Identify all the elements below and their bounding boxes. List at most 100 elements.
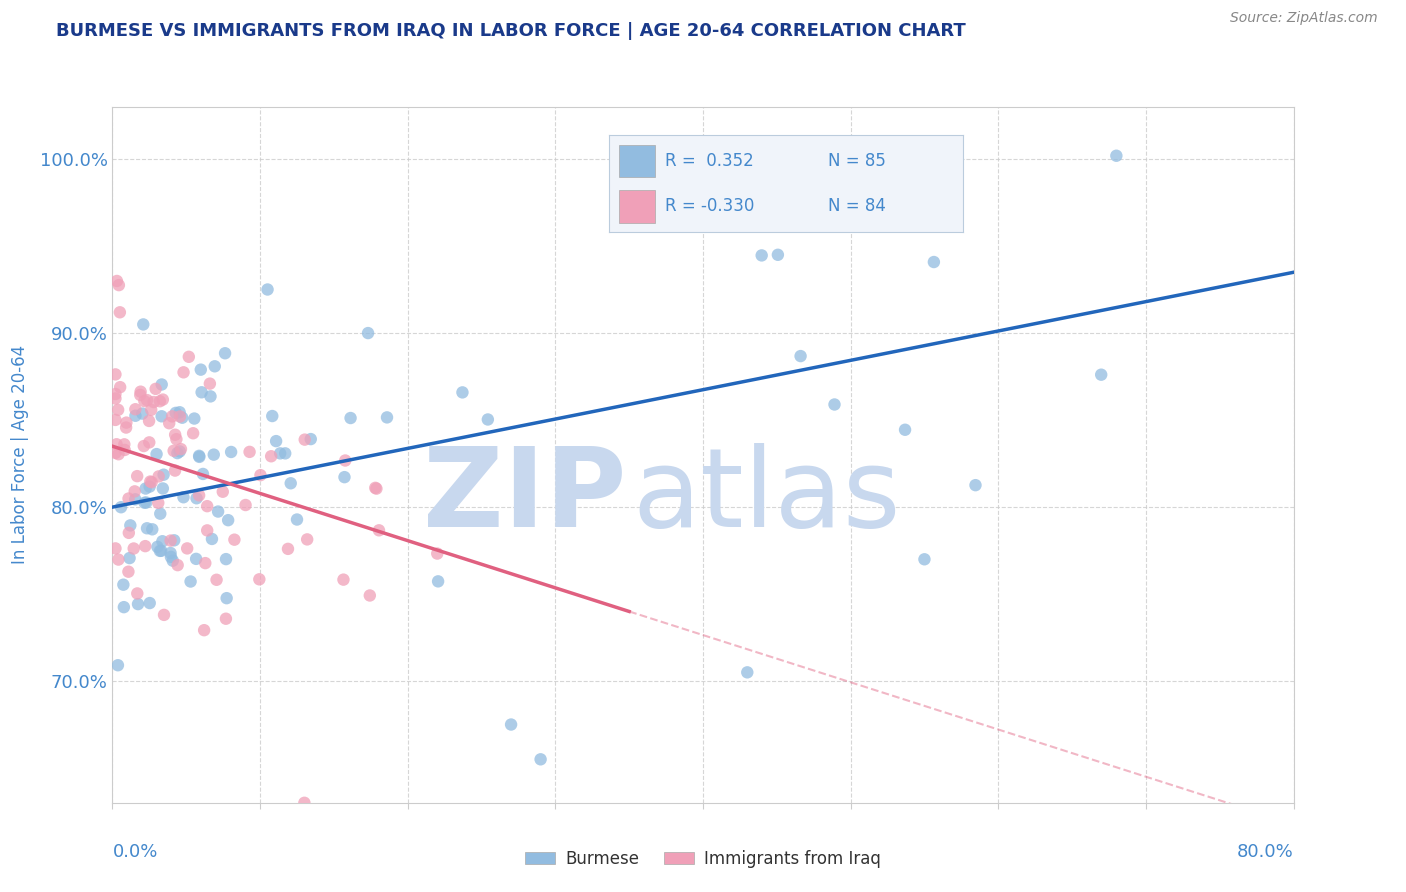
Point [205,573,228,587]
Point [117,565,139,579]
Point [148,496,170,510]
Text: ZIP: ZIP [423,443,626,550]
Point [148,469,170,483]
Point [215,591,238,606]
Point [285,512,308,526]
Point [108,380,131,394]
Point [180,574,202,589]
Point [194,556,217,570]
Point [477,412,499,426]
Point [364,481,387,495]
Point [169,405,191,419]
Point [184,552,207,566]
Point [170,442,193,456]
Point [914,552,936,566]
Point [789,349,811,363]
Point [131,407,153,421]
Point [127,586,149,600]
Point [211,484,233,499]
Point [224,533,246,547]
Point [141,522,163,536]
Point [426,547,449,561]
Point [127,469,149,483]
Point [107,447,129,461]
Point [114,442,136,457]
Point [202,448,225,462]
Point [105,437,128,451]
Point [169,444,191,458]
Point [163,443,186,458]
Bar [619,145,655,177]
Point [104,387,127,401]
Point [529,752,551,766]
Point [217,513,239,527]
Point [177,350,200,364]
Text: N = 84: N = 84 [828,197,886,215]
Text: 80.0%: 80.0% [1237,843,1294,861]
Point [152,467,174,482]
Point [124,492,146,507]
Point [280,476,302,491]
Point [260,449,283,463]
Point [127,597,149,611]
Point [169,409,191,424]
Point [922,255,945,269]
Point [104,392,127,406]
Point [150,409,173,424]
Point [172,410,194,425]
Point [207,504,229,518]
Point [149,544,172,558]
Point [366,482,388,496]
Point [215,612,238,626]
Point [173,365,195,379]
Point [195,499,218,513]
Point [104,446,127,460]
Point [136,521,159,535]
Point [198,376,221,391]
Point [124,409,146,423]
Point [1090,368,1112,382]
Point [766,248,789,262]
Point [135,495,157,509]
Text: BURMESE VS IMMIGRANTS FROM IRAQ IN LABOR FORCE | AGE 20-64 CORRELATION CHART: BURMESE VS IMMIGRANTS FROM IRAQ IN LABOR… [56,22,966,40]
Legend: Burmese, Immigrants from Iraq: Burmese, Immigrants from Iraq [519,843,887,874]
Point [264,434,287,449]
Point [247,572,270,586]
Point [150,543,173,558]
Point [138,435,160,450]
Point [256,283,278,297]
Point [214,346,236,360]
Point [295,533,318,547]
Point [157,416,180,430]
Point [269,446,291,460]
Point [159,533,181,548]
Point [115,420,138,434]
Point [188,449,211,463]
Point [122,541,145,556]
Point [152,534,174,549]
Text: 0.0%: 0.0% [112,843,157,861]
Point [219,445,242,459]
Point [1105,149,1128,163]
Point [150,377,173,392]
Point [110,500,132,515]
Point [824,397,846,411]
Point [129,388,152,402]
Point [215,552,238,566]
Point [138,480,160,494]
Point [138,596,160,610]
Point [162,554,184,568]
Point [501,717,523,731]
Point [193,623,215,637]
Point [134,394,156,409]
Y-axis label: In Labor Force | Age 20-64: In Labor Force | Age 20-64 [10,345,28,565]
Point [124,402,146,417]
Point [299,432,322,446]
Point [132,318,155,332]
Point [191,467,214,481]
Point [451,385,474,400]
Point [277,541,299,556]
Point [107,552,129,566]
Point [165,432,187,446]
Point [359,589,381,603]
